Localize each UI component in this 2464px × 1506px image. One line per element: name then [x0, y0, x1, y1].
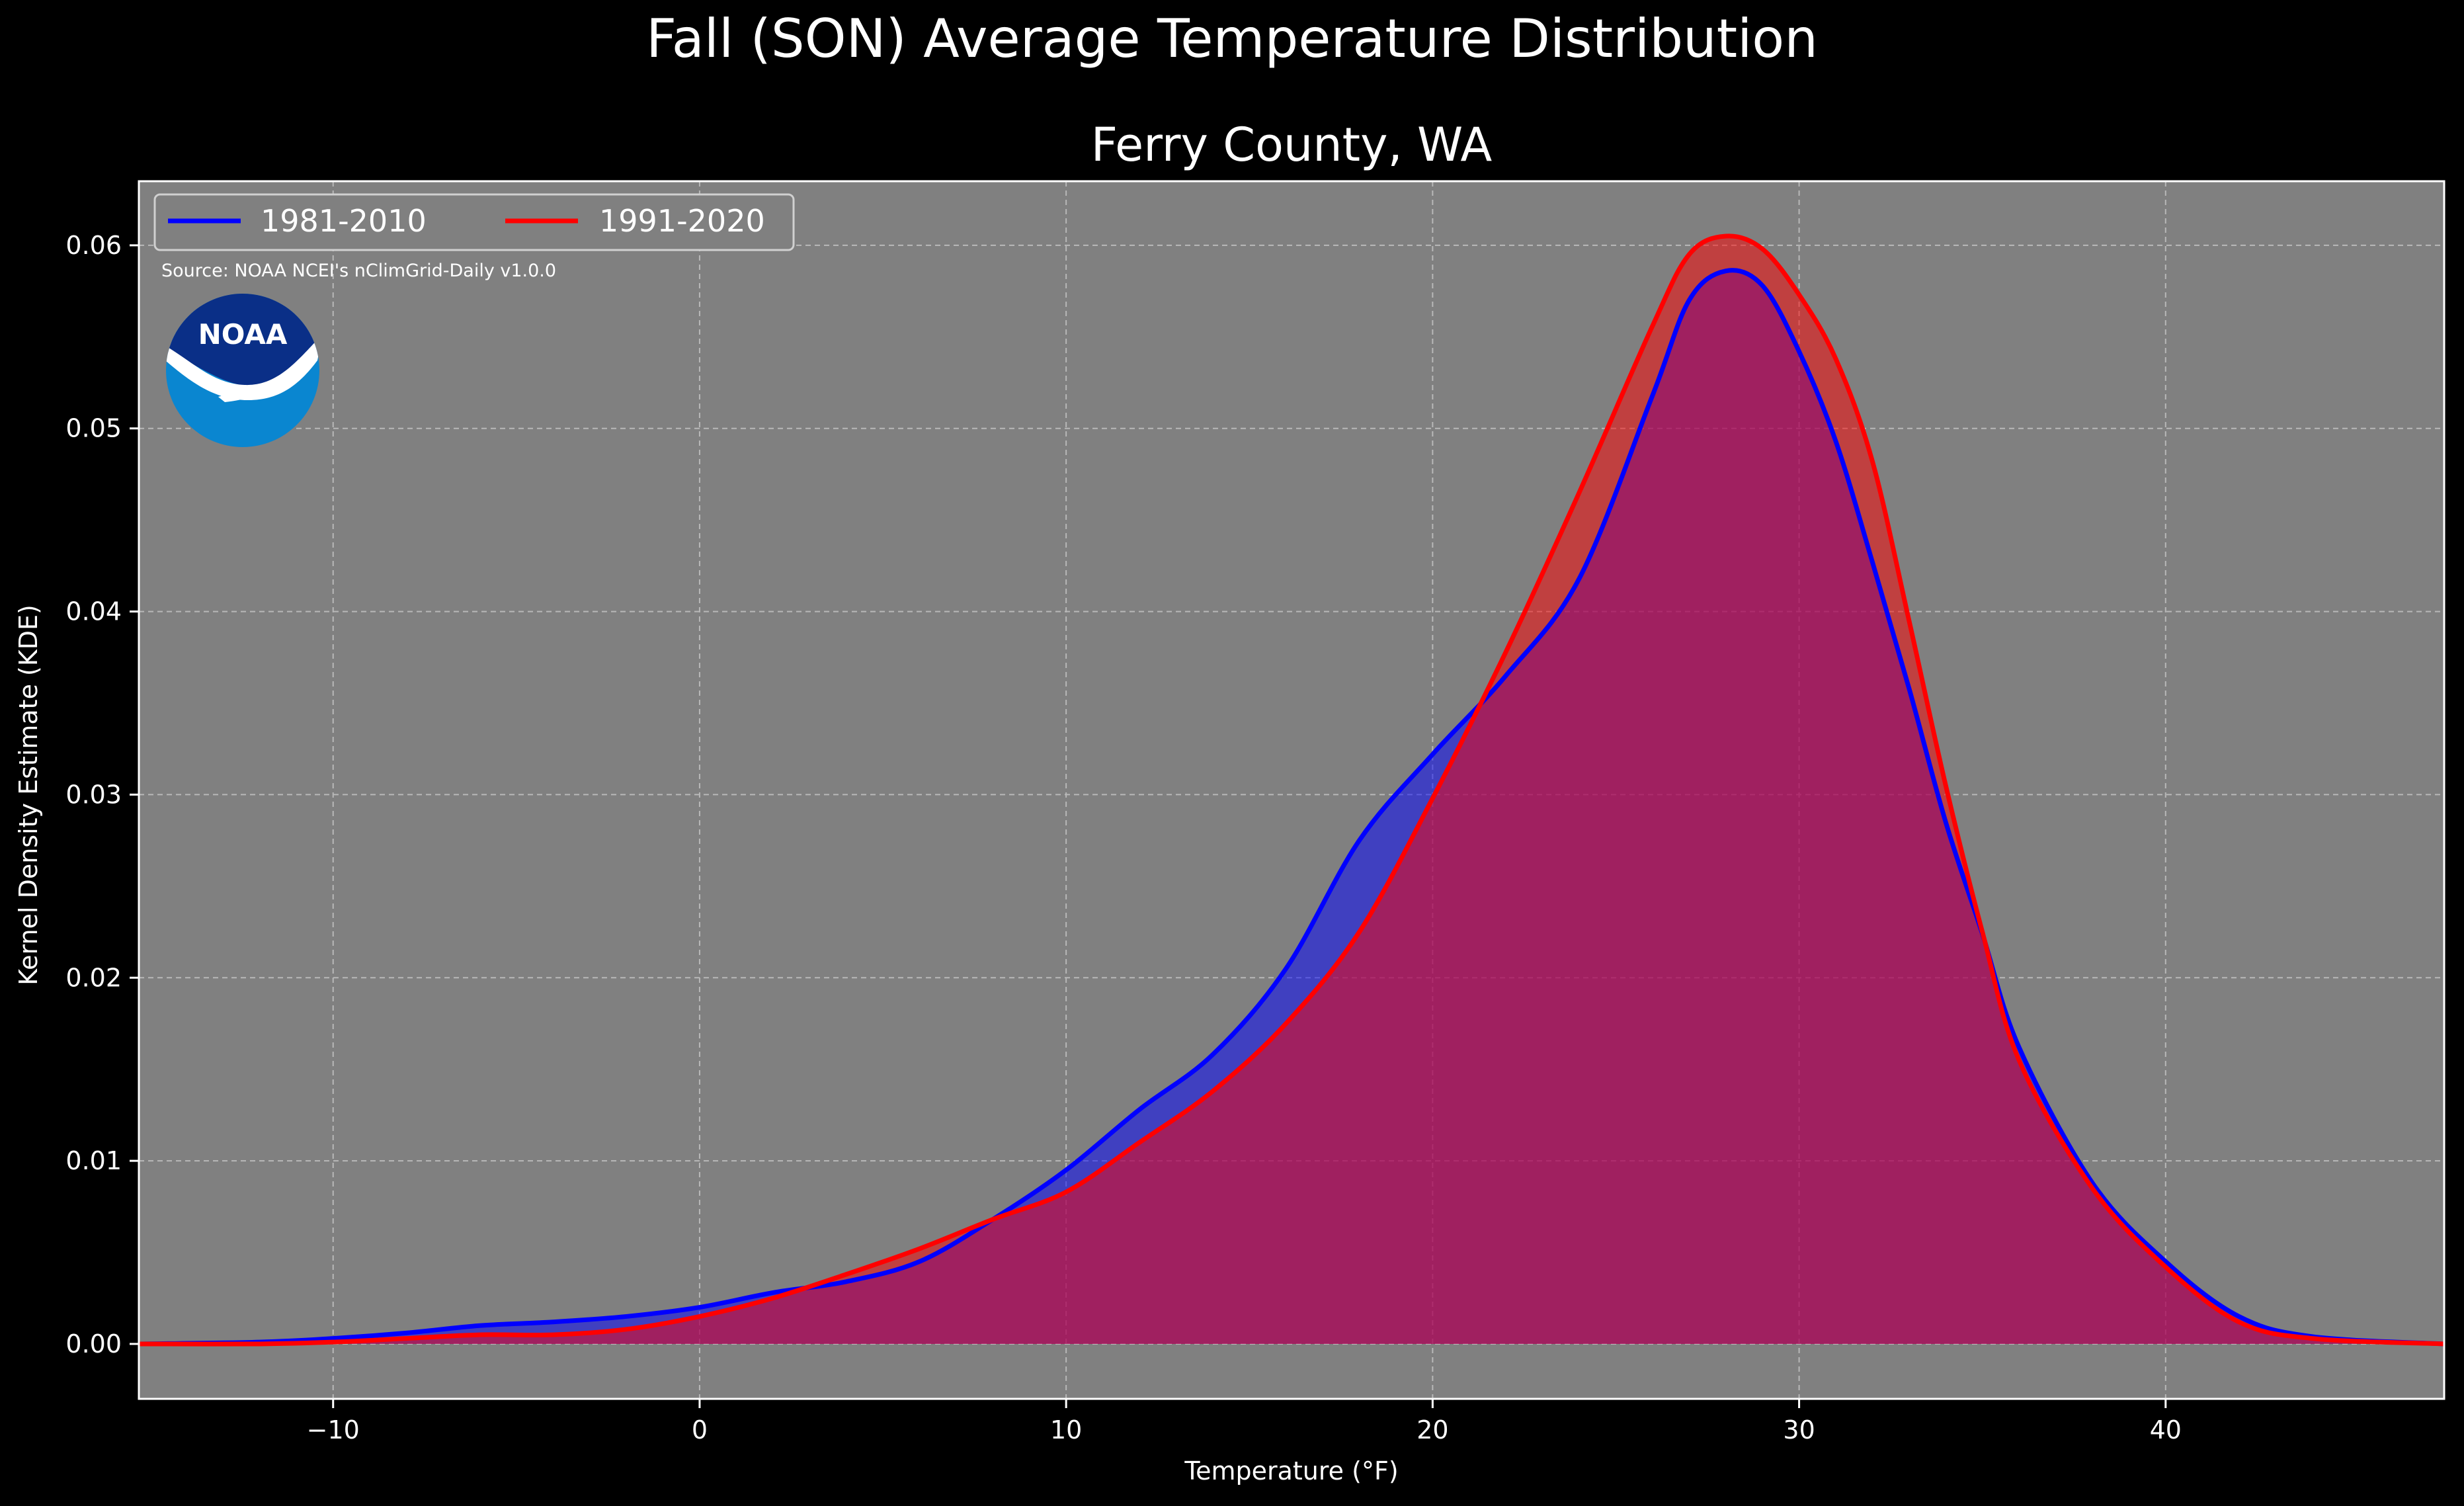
- line-1991-2020: [139, 233, 2444, 1347]
- y-tick-label: 0.04: [65, 597, 122, 626]
- legend-label-1991-2020: 1991-2020: [599, 203, 765, 239]
- y-tick-label: 0.00: [65, 1329, 122, 1359]
- legend: 1981-2010 1991-2020: [153, 193, 795, 251]
- x-tick-label: 40: [2150, 1415, 2182, 1444]
- legend-label-1981-2010: 1981-2010: [261, 203, 427, 239]
- y-tick-label: 0.05: [65, 414, 122, 443]
- x-tick-label: 0: [692, 1415, 708, 1444]
- x-axis-label: Temperature (°F): [1184, 1456, 1398, 1485]
- source-note: Source: NOAA NCEI's nClimGrid-Daily v1.0…: [161, 261, 556, 281]
- y-tick-label: 0.01: [65, 1146, 122, 1175]
- series-layer: [139, 233, 2444, 1347]
- noaa-logo-text: NOAA: [198, 318, 288, 351]
- y-axis-label: Kernel Density Estimate (KDE): [14, 605, 43, 985]
- plot-frame: [138, 180, 2445, 1400]
- x-tick-label: −10: [307, 1415, 360, 1444]
- y-tick-label: 0.06: [65, 231, 122, 260]
- y-tick-label: 0.03: [65, 780, 122, 809]
- x-tick-label: 10: [1050, 1415, 1082, 1444]
- y-axis-ticks: 0.00 0.01 0.02 0.03 0.04 0.05 0.06: [65, 231, 139, 1359]
- noaa-logo-icon: NOAA: [166, 294, 319, 447]
- y-tick-label: 0.02: [65, 963, 122, 992]
- x-tick-label: 30: [1783, 1415, 1815, 1444]
- area-1991-2020: [139, 235, 2444, 1345]
- figure-title: Fall (SON) Average Temperature Distribut…: [646, 8, 1818, 69]
- x-tick-label: 20: [1417, 1415, 1448, 1444]
- chart-subtitle: Ferry County, WA: [1091, 118, 1493, 172]
- x-axis-ticks: −10 0 10 20 30 40: [307, 1399, 2182, 1444]
- legend-frame: [153, 193, 795, 251]
